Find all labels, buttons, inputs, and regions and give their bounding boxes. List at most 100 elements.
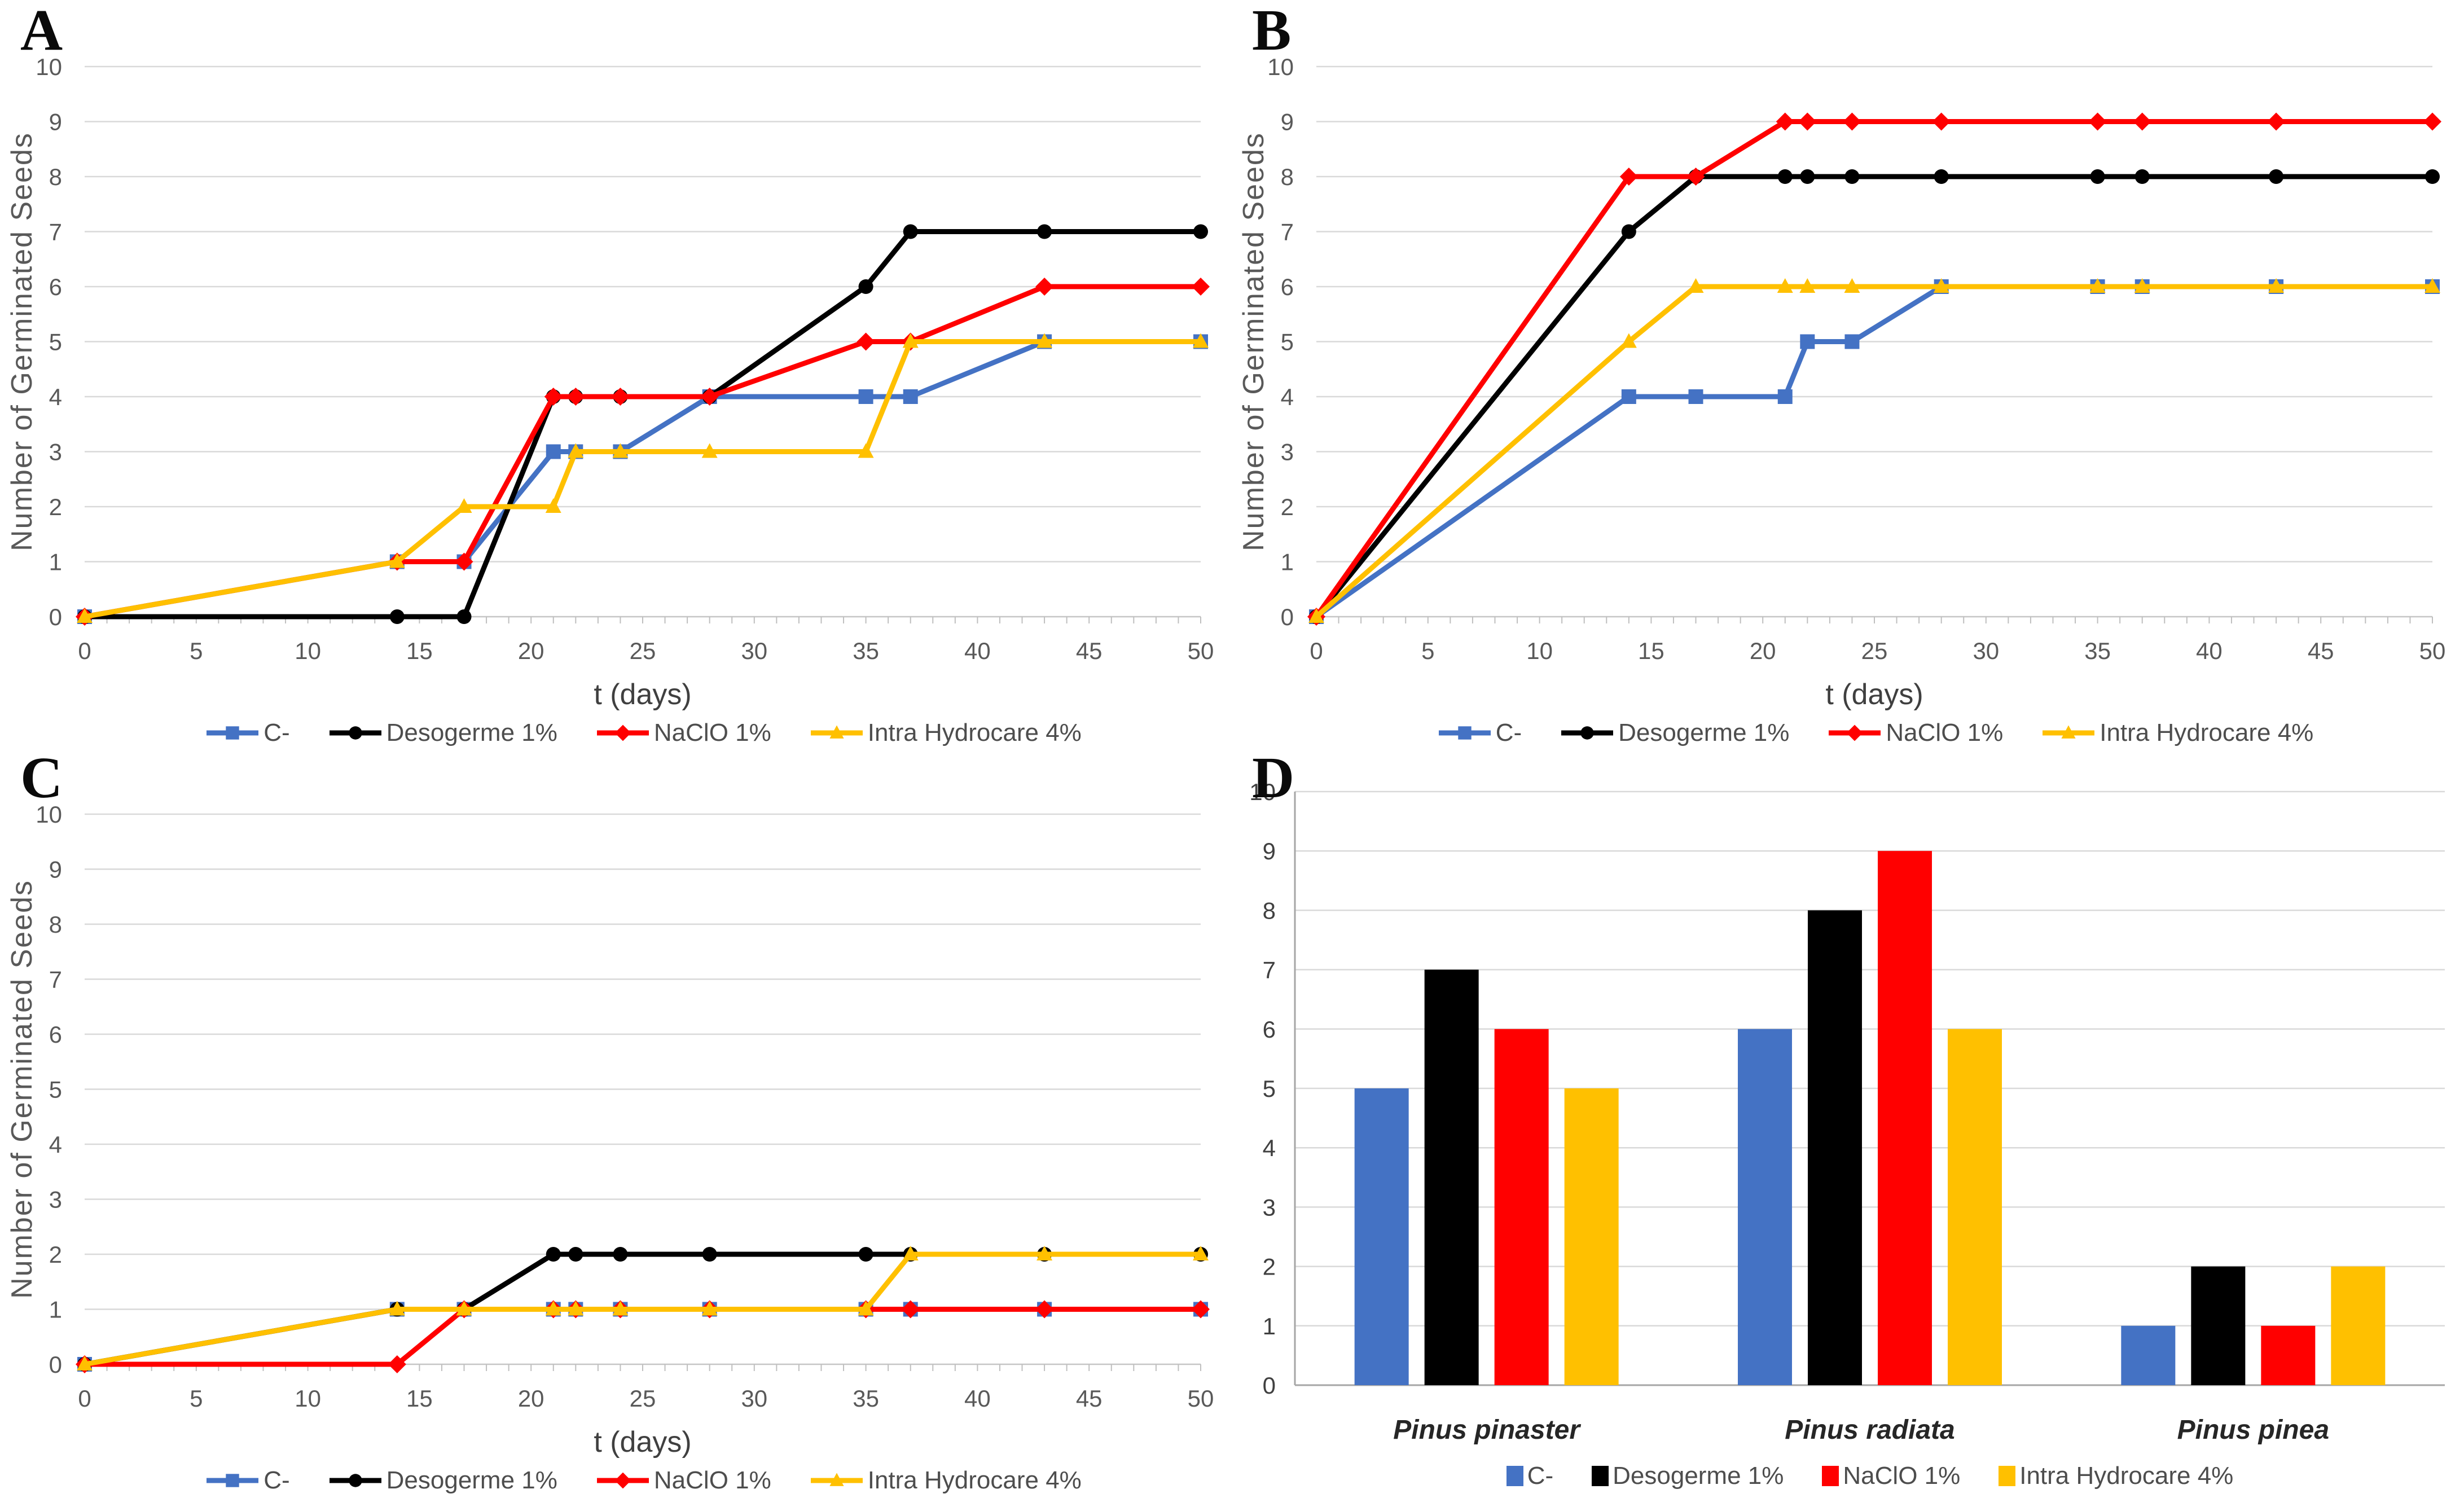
data-point-marker-diamond xyxy=(1035,278,1054,296)
data-point-marker-square xyxy=(858,389,873,404)
panel-label-D: D xyxy=(1252,745,1295,810)
legend-item-C-: C- xyxy=(1438,719,1522,747)
panel-label-C: C xyxy=(20,745,63,810)
legend-label: NaClO 1% xyxy=(1843,1462,1961,1490)
x-tick-label: 35 xyxy=(2084,638,2111,664)
y-tick-label: 8 xyxy=(1281,164,1294,190)
x-tick-label: 25 xyxy=(630,1385,656,1412)
data-point-marker-circle xyxy=(1844,169,1860,184)
legend-marker-triangle-icon xyxy=(810,1473,863,1486)
y-tick-label: 0 xyxy=(49,604,62,630)
legend-marker-circle-icon xyxy=(329,726,381,740)
series-line-NaClO 1% xyxy=(1314,119,2435,620)
data-point-marker-triangle xyxy=(456,1301,472,1316)
data-point-marker-circle xyxy=(2134,169,2150,184)
data-point-marker-triangle xyxy=(1688,278,1704,293)
data-point-marker-triangle xyxy=(1777,278,1793,293)
data-point-marker-circle xyxy=(2425,169,2440,184)
x-tick-label: 45 xyxy=(1076,638,1103,664)
data-point-marker-triangle xyxy=(1036,333,1053,348)
y-tick-label: 2 xyxy=(49,1241,62,1268)
data-point-marker-triangle xyxy=(568,1301,584,1316)
legend-label: NaClO 1% xyxy=(653,719,771,746)
legend-marker-circle-icon xyxy=(1561,726,1614,740)
legend-marker-circle-icon xyxy=(329,1474,381,1487)
data-point-marker-diamond xyxy=(1776,112,1794,131)
data-point-marker-square xyxy=(1688,389,1703,404)
data-point-marker-diamond xyxy=(1192,1300,1210,1319)
category-label: Pinus pinea xyxy=(2177,1415,2329,1445)
data-point-marker-diamond xyxy=(1619,168,1638,186)
y-tick-label: 1 xyxy=(1281,549,1294,576)
data-point-marker-triangle xyxy=(902,333,919,348)
y-tick-label: 6 xyxy=(1281,274,1294,300)
x-tick-label: 15 xyxy=(406,1385,433,1412)
y-tick-label: 3 xyxy=(49,1187,62,1213)
legend-label: C- xyxy=(1495,719,1522,746)
data-point-marker-circle xyxy=(1777,169,1793,184)
data-point-marker-circle xyxy=(1193,224,1208,239)
data-point-marker-circle xyxy=(613,1247,628,1262)
x-tick-label: 10 xyxy=(295,1385,321,1412)
data-point-marker-circle xyxy=(702,1247,717,1262)
data-point-marker-triangle xyxy=(2134,278,2150,293)
data-point-marker-triangle xyxy=(77,1356,93,1370)
data-point-marker-triangle xyxy=(2268,278,2285,293)
data-point-marker-triangle xyxy=(1308,608,1324,623)
bar-NaClO 1% xyxy=(1878,851,1932,1385)
y-tick-label: 9 xyxy=(49,109,62,135)
legend-marker-diamond-icon xyxy=(596,1472,649,1489)
legend-label: Intra Hydrocare 4% xyxy=(867,719,1082,746)
y-tick-label: 2 xyxy=(1263,1254,1276,1280)
y-tick-label: 8 xyxy=(49,911,62,938)
data-point-marker-triangle xyxy=(612,443,629,458)
data-point-marker-triangle xyxy=(389,553,405,568)
bar-Intra Hydrocare 4% xyxy=(2331,1266,2386,1385)
legend-marker-triangle-icon xyxy=(810,725,863,739)
x-tick-label: 0 xyxy=(78,1385,91,1412)
data-point-marker-triangle xyxy=(1620,333,1637,348)
data-point-marker-triangle xyxy=(1933,278,1949,293)
data-point-marker-diamond xyxy=(1846,724,1863,741)
x-tick-label: 40 xyxy=(964,638,991,664)
data-point-marker-triangle xyxy=(2061,725,2076,739)
y-tick-label: 3 xyxy=(1281,439,1294,465)
legend-label: Desogerme 1% xyxy=(386,719,557,746)
y-tick-label: 6 xyxy=(1263,1016,1276,1043)
bar-Desogerme 1% xyxy=(2191,1266,2246,1385)
data-point-marker-circle xyxy=(1037,224,1052,239)
series-line-C- xyxy=(82,339,1204,620)
data-point-marker-diamond xyxy=(611,388,630,406)
data-point-marker-square xyxy=(1777,389,1793,404)
legend-item-Intra Hydrocare 4%: Intra Hydrocare 4% xyxy=(1999,1462,2233,1490)
bar-Desogerme 1% xyxy=(1808,910,1862,1385)
y-tick-label: 9 xyxy=(1281,109,1294,135)
legend-swatch-icon xyxy=(1999,1466,2016,1486)
x-tick-label: 15 xyxy=(1638,638,1664,664)
data-point-marker-triangle xyxy=(545,1301,561,1316)
x-axis-title: t (days) xyxy=(1825,678,1923,711)
y-tick-label: 5 xyxy=(1281,329,1294,355)
x-tick-label: 10 xyxy=(295,638,321,664)
panel-label-A: A xyxy=(20,0,63,63)
data-point-marker-diamond xyxy=(1192,278,1210,296)
data-point-marker-diamond xyxy=(2423,112,2441,131)
data-point-marker-circle xyxy=(1800,169,1815,184)
y-tick-label: 7 xyxy=(49,219,62,245)
x-tick-label: 35 xyxy=(853,638,879,664)
y-tick-label: 1 xyxy=(49,549,62,576)
y-tick-label: 5 xyxy=(49,1077,62,1103)
legend-item-C-: C- xyxy=(205,719,290,747)
legend-swatch-icon xyxy=(1822,1466,1839,1486)
data-point-marker-circle xyxy=(1621,224,1636,239)
legend-marker-square-icon xyxy=(207,726,259,740)
x-tick-label: 50 xyxy=(1188,638,1214,664)
x-axis-title: t (days) xyxy=(594,1426,691,1459)
data-point-marker-triangle xyxy=(612,1301,629,1316)
data-point-marker-triangle xyxy=(1036,1246,1053,1260)
data-point-marker-diamond xyxy=(1932,112,1951,131)
y-tick-label: 6 xyxy=(49,274,62,300)
x-tick-label: 25 xyxy=(630,638,656,664)
